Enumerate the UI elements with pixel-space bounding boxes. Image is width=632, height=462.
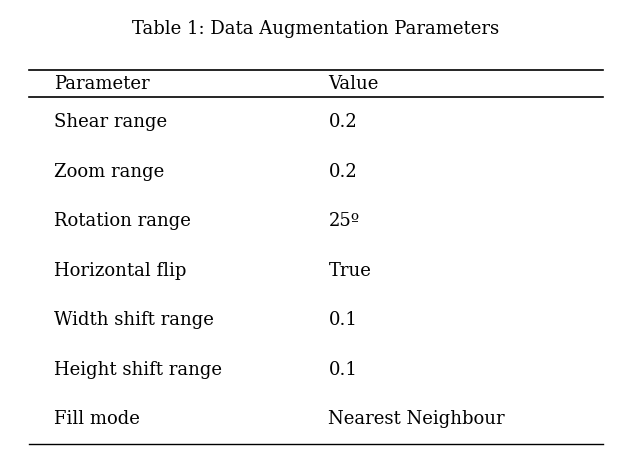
Text: True: True <box>329 261 372 280</box>
Text: Height shift range: Height shift range <box>54 361 222 379</box>
Text: Shear range: Shear range <box>54 113 167 131</box>
Text: 0.2: 0.2 <box>329 163 357 181</box>
Text: 0.1: 0.1 <box>329 361 357 379</box>
Text: Zoom range: Zoom range <box>54 163 164 181</box>
Text: Rotation range: Rotation range <box>54 212 191 230</box>
Text: Fill mode: Fill mode <box>54 410 140 428</box>
Text: Table 1: Data Augmentation Parameters: Table 1: Data Augmentation Parameters <box>133 20 499 38</box>
Text: Width shift range: Width shift range <box>54 311 214 329</box>
Text: 0.1: 0.1 <box>329 311 357 329</box>
Text: 0.2: 0.2 <box>329 113 357 131</box>
Text: Value: Value <box>329 74 379 92</box>
Text: Nearest Neighbour: Nearest Neighbour <box>329 410 505 428</box>
Text: Horizontal flip: Horizontal flip <box>54 261 186 280</box>
Text: 25º: 25º <box>329 212 360 230</box>
Text: Parameter: Parameter <box>54 74 150 92</box>
